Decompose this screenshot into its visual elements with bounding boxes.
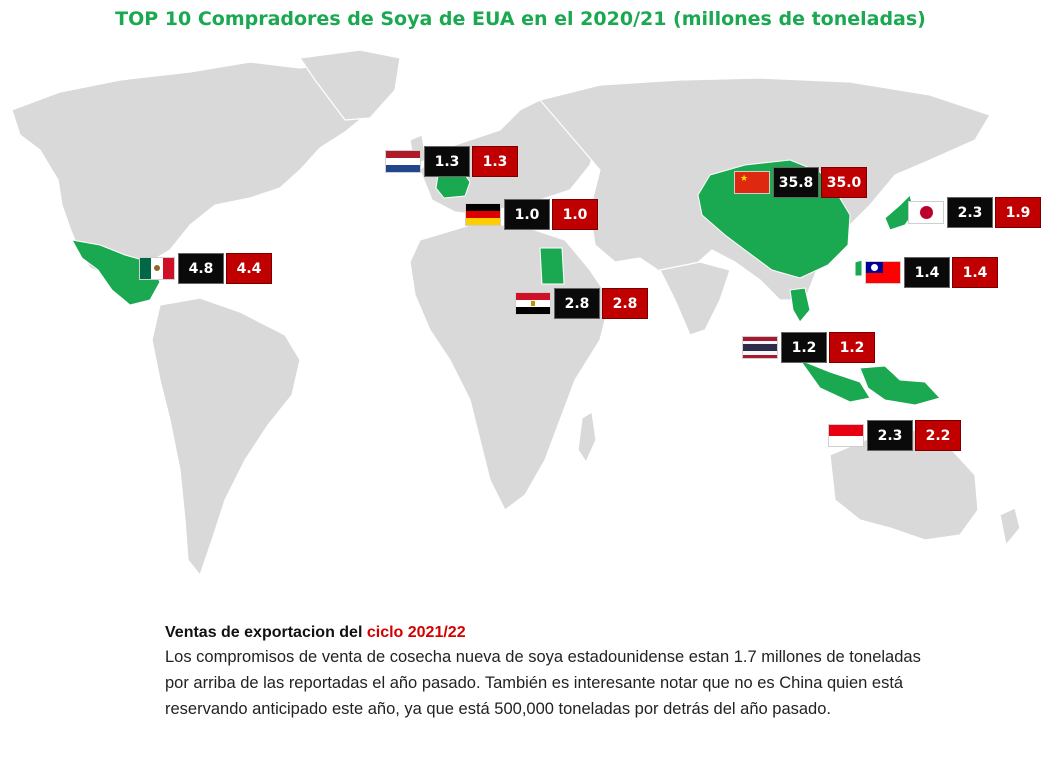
value-2020: 1.0: [504, 199, 550, 230]
label-taiwan: 1.4 1.4: [866, 257, 998, 288]
thailand-flag: [743, 337, 777, 358]
value-2020: 2.3: [867, 420, 913, 451]
china-flag: ★: [735, 172, 769, 193]
value-2020: 2.8: [554, 288, 600, 319]
value-2021: 35.0: [821, 167, 867, 198]
label-mexico: 4.8 4.4: [140, 253, 272, 284]
note-heading: Ventas de exportacion del ciclo 2021/22: [165, 624, 945, 642]
north-america-land: [11, 61, 381, 293]
value-2021: 1.0: [552, 199, 598, 230]
note-heading-main: Ventas de exportacion del: [165, 624, 367, 641]
indonesia-highlight: [798, 358, 871, 403]
value-2020: 2.3: [947, 197, 993, 228]
label-thailand: 1.2 1.2: [743, 332, 875, 363]
export-note: Ventas de exportacion del ciclo 2021/22 …: [165, 624, 945, 722]
indonesia-flag: [829, 425, 863, 446]
value-2021: 1.4: [952, 257, 998, 288]
label-indonesia: 2.3 2.2: [829, 420, 961, 451]
indonesia-east-highlight: [859, 365, 941, 406]
value-2020: 4.8: [178, 253, 224, 284]
japan-flag: [909, 202, 943, 223]
egypt-highlight: [539, 247, 565, 285]
value-2020: 1.3: [424, 146, 470, 177]
mexico-highlight: [71, 239, 161, 306]
taiwan-flag: [866, 262, 900, 283]
mexico-flag: [140, 258, 174, 279]
value-2021: 1.9: [995, 197, 1041, 228]
africa-land: [409, 224, 611, 511]
greenland-land: [298, 49, 401, 121]
label-netherlands: 1.3 1.3: [386, 146, 518, 177]
value-2020: 1.4: [904, 257, 950, 288]
world-map: [11, 49, 1021, 577]
germany-flag: [466, 204, 500, 225]
label-china: ★ 35.8 35.0: [735, 167, 867, 198]
new-zealand-land: [999, 507, 1021, 547]
value-2021: 1.2: [829, 332, 875, 363]
netherlands-flag: [386, 151, 420, 172]
madagascar-land: [577, 411, 597, 464]
thailand-highlight: [789, 287, 811, 323]
value-2021: 2.2: [915, 420, 961, 451]
south-america-land: [151, 297, 301, 577]
label-egypt: 2.8 2.8: [516, 288, 648, 319]
label-germany: 1.0 1.0: [466, 199, 598, 230]
value-2020: 35.8: [773, 167, 819, 198]
value-2020: 1.2: [781, 332, 827, 363]
map-title: TOP 10 Compradores de Soya de EUA en el …: [115, 8, 926, 30]
value-2021: 4.4: [226, 253, 272, 284]
taiwan-highlight: [854, 259, 863, 277]
india-land: [659, 261, 731, 336]
value-2021: 1.3: [472, 146, 518, 177]
value-2021: 2.8: [602, 288, 648, 319]
note-body: Los compromisos de venta de cosecha nuev…: [165, 648, 921, 718]
label-japan: 2.3 1.9: [909, 197, 1041, 228]
note-heading-cycle: ciclo 2021/22: [366, 624, 466, 641]
egypt-flag: [516, 293, 550, 314]
